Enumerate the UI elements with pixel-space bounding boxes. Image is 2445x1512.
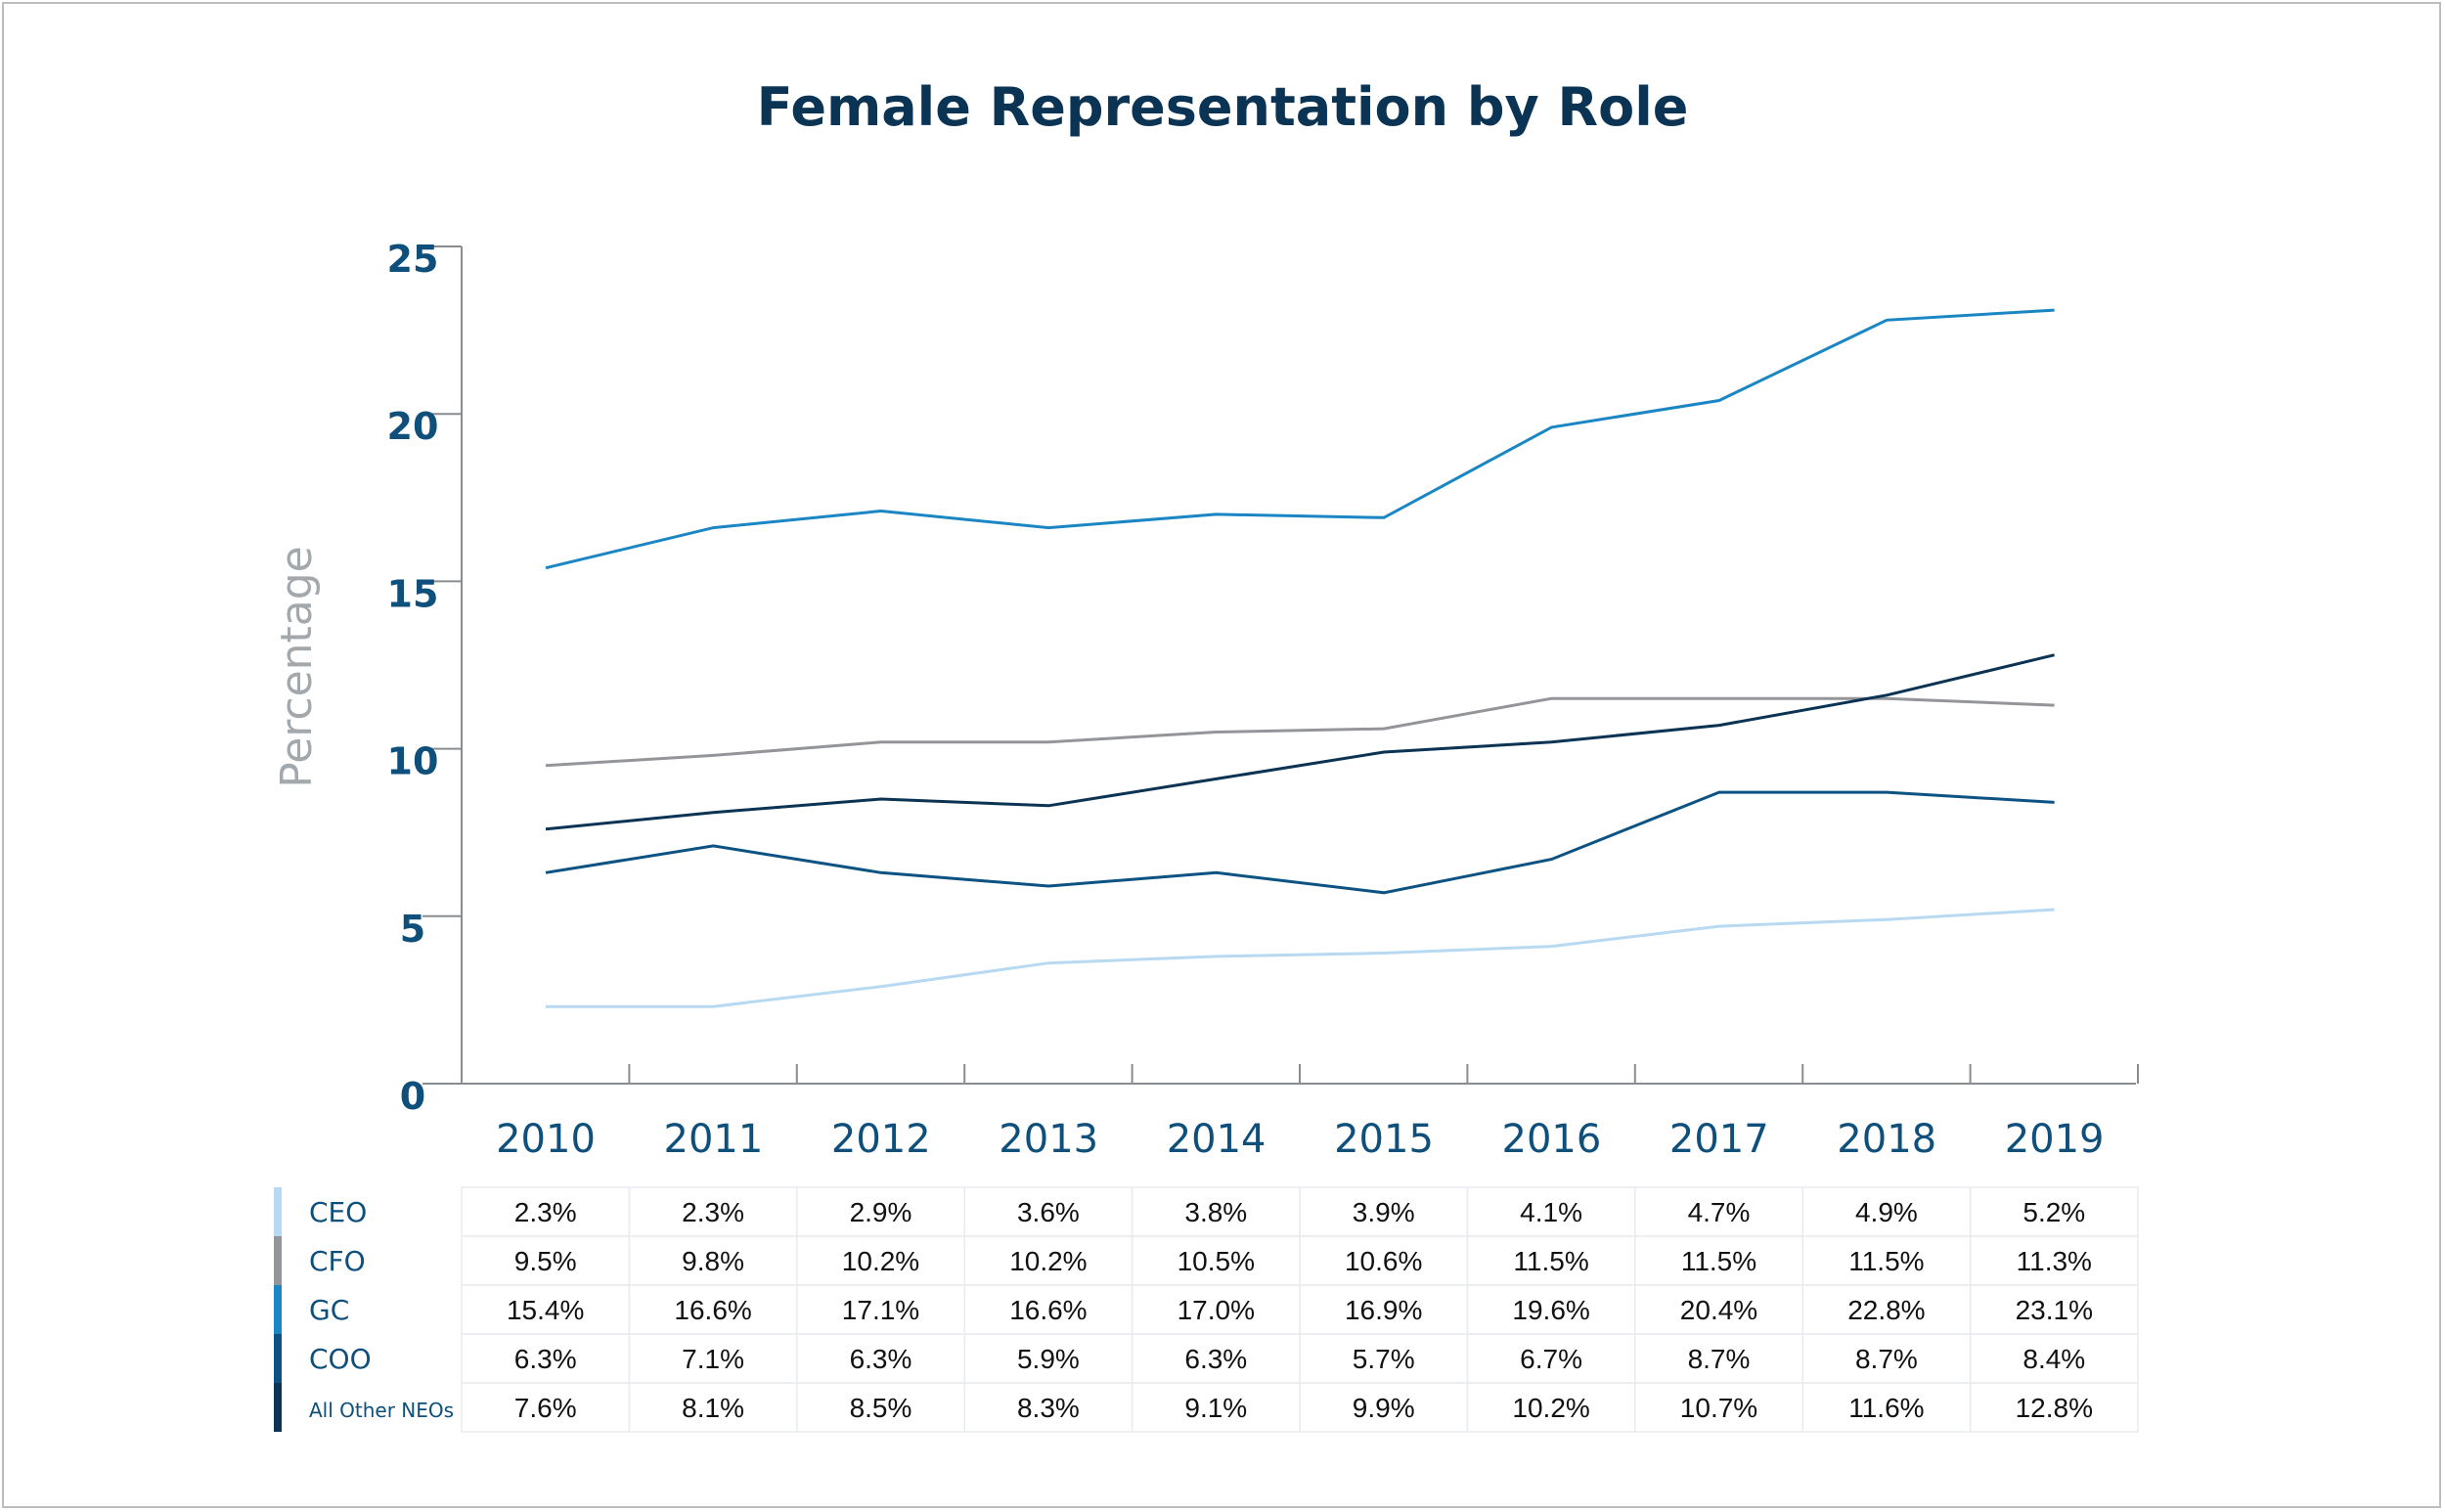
table-cell-value: 19.6% — [1512, 1295, 1589, 1325]
x-tick-label: 2017 — [1669, 1117, 1769, 1162]
table-cell-value: 3.6% — [1017, 1197, 1080, 1227]
x-tick-label: 2011 — [664, 1117, 764, 1162]
table-cell-value: 9.9% — [1353, 1393, 1415, 1423]
table-cell-value: 16.9% — [1345, 1295, 1422, 1325]
table-cell-value: 10.2% — [1009, 1246, 1087, 1276]
table-cell-value: 20.4% — [1680, 1295, 1757, 1325]
table-cell-value: 9.8% — [682, 1246, 744, 1276]
x-tick-label: 2013 — [999, 1117, 1098, 1162]
legend-label: CFO — [309, 1245, 366, 1277]
legend-label: COO — [309, 1343, 372, 1375]
table-cell-value: 6.7% — [1520, 1344, 1582, 1374]
table-cell-value: 15.4% — [507, 1295, 584, 1325]
legend-swatch — [274, 1236, 282, 1285]
table-cell-value: 8.3% — [1017, 1393, 1080, 1423]
table-cell-value: 9.5% — [514, 1246, 577, 1276]
table-cell-value: 10.5% — [1178, 1246, 1255, 1276]
table-cell-value: 16.6% — [1009, 1295, 1087, 1325]
table-cell — [1969, 1382, 2139, 1433]
table-cell-value: 8.7% — [1688, 1344, 1751, 1374]
table-cell-value: 11.6% — [1848, 1393, 1924, 1423]
table-cell-value: 10.7% — [1680, 1393, 1757, 1423]
x-tick-label: 2012 — [831, 1117, 931, 1162]
legend-label: CEO — [309, 1196, 367, 1228]
table-cell-value: 5.2% — [2023, 1197, 2085, 1227]
chart-title: Female Representation by Role — [756, 76, 1689, 138]
table-cell-value: 17.0% — [1178, 1295, 1255, 1325]
x-tick-label: 2018 — [1837, 1117, 1936, 1162]
table-cell-value: 8.1% — [682, 1393, 744, 1423]
table-cell-value: 4.1% — [1520, 1197, 1582, 1227]
series-line-gc — [545, 308, 2055, 570]
table-cell-value: 6.3% — [1184, 1344, 1247, 1374]
table-cell-value: 12.8% — [2016, 1393, 2093, 1423]
table-cell-value: 8.7% — [1855, 1344, 1918, 1374]
legend-swatch — [274, 1334, 282, 1383]
table-cell-value: 2.3% — [682, 1197, 744, 1227]
series-line-coo — [545, 790, 2055, 895]
y-axis-label: Percentage — [272, 546, 322, 788]
table-cell-value: 5.9% — [1017, 1344, 1080, 1374]
table-cell-value: 6.3% — [850, 1344, 912, 1374]
table-cell-value: 3.9% — [1353, 1197, 1415, 1227]
table-cell-value: 3.8% — [1184, 1197, 1247, 1227]
legend-swatch — [274, 1187, 282, 1236]
series-line-cfo — [545, 696, 2055, 768]
x-tick-label: 2019 — [2005, 1117, 2105, 1162]
table-cell-value: 4.9% — [1855, 1197, 1918, 1227]
table-cell-value: 5.7% — [1353, 1344, 1415, 1374]
table-cell-value: 17.1% — [842, 1295, 919, 1325]
y-tick-label: 10 — [387, 740, 439, 783]
legend-swatch — [274, 1285, 282, 1334]
legend-label: All Other NEOs — [309, 1399, 454, 1422]
x-tick-label: 2016 — [1502, 1117, 1602, 1162]
series-line-ceo — [546, 908, 2055, 1008]
table-cell-value: 4.7% — [1688, 1197, 1751, 1227]
table-cell-value: 6.3% — [514, 1344, 577, 1374]
y-tick-label: 5 — [400, 908, 425, 951]
table-cell-value: 11.5% — [1513, 1246, 1588, 1276]
x-tick-label: 2015 — [1334, 1117, 1434, 1162]
table-cell-value: 2.3% — [514, 1197, 577, 1227]
legend-label: GC — [309, 1294, 349, 1326]
table-cell-value: 23.1% — [2016, 1295, 2093, 1325]
table-cell-value: 10.2% — [1512, 1393, 1589, 1423]
table-cell-value: 11.3% — [2017, 1246, 2092, 1276]
series-line-all-other-neos — [545, 653, 2055, 831]
x-tick-label: 2014 — [1167, 1117, 1267, 1162]
table-cell-value: 10.2% — [842, 1246, 919, 1276]
table-cell-value: 9.1% — [1184, 1393, 1247, 1423]
legend-swatch — [274, 1383, 282, 1432]
table-cell-value: 7.1% — [682, 1344, 744, 1374]
table-cell-value: 10.6% — [1345, 1246, 1422, 1276]
table-cell-value: 8.4% — [2023, 1344, 2085, 1374]
table-cell-value: 2.9% — [850, 1197, 912, 1227]
table-cell-value: 8.5% — [850, 1393, 912, 1423]
y-tick-label: 20 — [387, 405, 439, 448]
table-cell-value: 7.6% — [514, 1393, 577, 1423]
y-tick-label: 25 — [387, 238, 439, 281]
table-cell-value: 11.5% — [1681, 1246, 1756, 1276]
y-tick-label: 0 — [400, 1075, 425, 1118]
x-tick-label: 2010 — [496, 1117, 596, 1162]
table-cell-value: 22.8% — [1847, 1295, 1925, 1325]
table-cell-value: 11.5% — [1848, 1246, 1924, 1276]
y-tick-label: 15 — [387, 572, 439, 615]
table-cell-value: 16.6% — [674, 1295, 751, 1325]
